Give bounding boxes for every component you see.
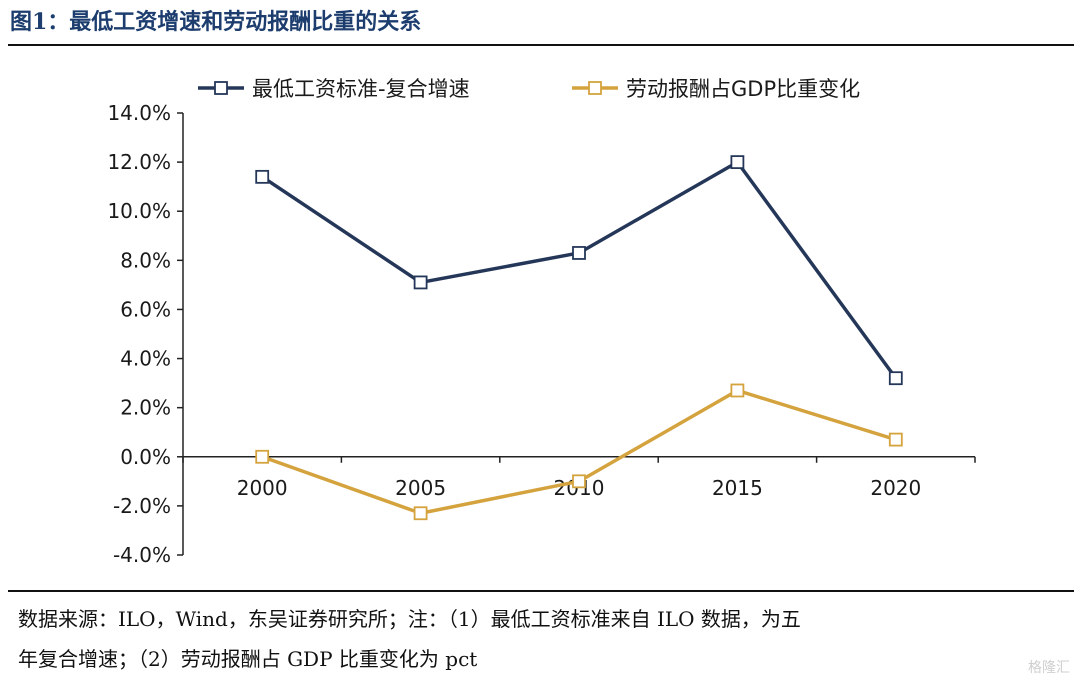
source-note-line-1: 数据来源：ILO，Wind，东吴证券研究所；注：（1）最低工资标准来自 ILO … xyxy=(18,607,801,631)
series-1-point xyxy=(730,155,745,170)
top-rule xyxy=(8,44,1074,46)
x-tick-label: 2020 xyxy=(870,476,921,500)
legend-label-1: 最低工资标准-复合增速 xyxy=(252,77,470,101)
series-2-point xyxy=(413,506,428,521)
legend-label-2: 劳动报酬占GDP比重变化 xyxy=(626,77,860,101)
series-1-point xyxy=(413,275,428,290)
series-2-point xyxy=(730,383,745,398)
y-tick-label: -2.0% xyxy=(113,494,171,518)
y-tick-label: 6.0% xyxy=(120,297,171,321)
source-note-line-2: 年复合增速；（2）劳动报酬占 GDP 比重变化为 pct xyxy=(18,647,478,671)
x-tick-label: 2015 xyxy=(712,476,763,500)
series-line-1 xyxy=(261,160,898,380)
legend-marker-2 xyxy=(588,81,602,95)
legend-marker-1 xyxy=(214,81,228,95)
y-tick-label: 4.0% xyxy=(120,347,171,371)
series-1-point xyxy=(572,246,586,260)
line-chart: 最低工资标准-复合增速 劳动报酬占GDP比重变化 14.0% 12.0% 10.0% 8… xyxy=(107,77,976,567)
y-tick-label: 10.0% xyxy=(107,199,171,223)
x-tick-label: 2000 xyxy=(237,476,288,500)
y-tick-label: 12.0% xyxy=(107,150,171,174)
y-tick-label: 0.0% xyxy=(120,445,171,469)
y-tick-label: -4.0% xyxy=(113,543,171,567)
y-tick-label: 14.0% xyxy=(107,101,171,125)
series-2-point xyxy=(572,474,586,489)
series-1-point xyxy=(888,371,903,386)
x-tick-label: 2005 xyxy=(395,476,446,500)
figure-title: 图1：最低工资增速和劳动报酬比重的关系 xyxy=(10,9,422,35)
series-2-point xyxy=(255,449,270,464)
watermark-logo: 格隆汇 xyxy=(1028,660,1070,676)
series-layer xyxy=(255,155,903,521)
y-tick-label: 8.0% xyxy=(120,248,171,272)
series-2-point xyxy=(888,432,903,447)
axes: 14.0% 12.0% 10.0% 8.0% 6.0% 4.0% 2.0% 0.0% -2.0%… xyxy=(107,101,976,567)
y-tick-label: 2.0% xyxy=(120,396,171,420)
bottom-rule xyxy=(8,590,1074,592)
series-1-point xyxy=(255,169,270,184)
legend: 最低工资标准-复合增速 劳动报酬占GDP比重变化 xyxy=(198,77,860,101)
